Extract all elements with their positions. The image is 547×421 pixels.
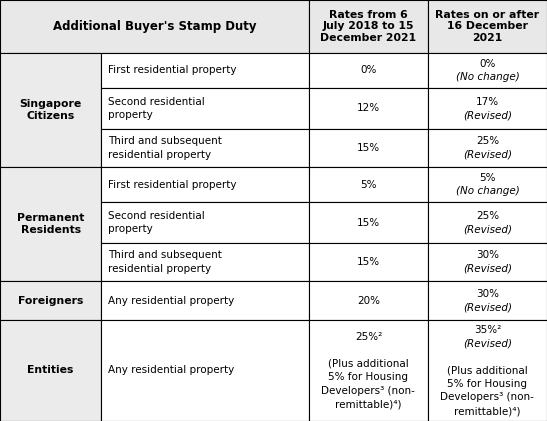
- Bar: [309, 320, 428, 421]
- Text: 15%: 15%: [357, 143, 380, 153]
- Text: Any residential property: Any residential property: [108, 365, 235, 376]
- Text: Third and subsequent: Third and subsequent: [108, 250, 222, 260]
- Text: 20%: 20%: [357, 296, 380, 306]
- Bar: [0, 320, 101, 421]
- Bar: [101, 243, 309, 281]
- Text: 25%²: 25%²: [355, 332, 382, 341]
- Bar: [0, 167, 101, 281]
- Text: 25%: 25%: [476, 211, 499, 221]
- Bar: [101, 167, 309, 203]
- Bar: [101, 281, 309, 320]
- Bar: [101, 128, 309, 167]
- Bar: [428, 0, 547, 53]
- Text: 5%: 5%: [479, 173, 496, 183]
- Bar: [101, 203, 309, 243]
- Text: property: property: [108, 110, 153, 120]
- Text: residential property: residential property: [108, 264, 212, 274]
- Text: remittable)⁴): remittable)⁴): [335, 399, 401, 409]
- Text: Additional Buyer's Stamp Duty: Additional Buyer's Stamp Duty: [53, 20, 257, 33]
- Text: 17%: 17%: [476, 96, 499, 107]
- Text: First residential property: First residential property: [108, 65, 237, 75]
- Text: 35%²: 35%²: [474, 325, 501, 335]
- Bar: [309, 167, 428, 203]
- Text: 12%: 12%: [357, 103, 380, 113]
- Bar: [101, 320, 309, 421]
- Text: 15%: 15%: [357, 218, 380, 228]
- Text: Singapore
Citizens: Singapore Citizens: [20, 99, 82, 120]
- Text: (No change): (No change): [456, 72, 519, 82]
- Text: Rates on or after
16 December
2021: Rates on or after 16 December 2021: [435, 10, 539, 43]
- Bar: [309, 53, 428, 88]
- Text: Second residential: Second residential: [108, 211, 205, 221]
- Bar: [309, 88, 428, 128]
- Text: (Revised): (Revised): [463, 224, 512, 234]
- Text: Entities: Entities: [27, 365, 74, 376]
- Text: residential property: residential property: [108, 149, 212, 160]
- Bar: [428, 53, 547, 88]
- Text: Developers³ (non-: Developers³ (non-: [322, 386, 415, 396]
- Bar: [309, 243, 428, 281]
- Text: (No change): (No change): [456, 187, 519, 197]
- Bar: [0, 281, 101, 320]
- Bar: [0, 53, 101, 167]
- Text: 5% for Housing: 5% for Housing: [447, 379, 527, 389]
- Text: (Revised): (Revised): [463, 149, 512, 160]
- Bar: [428, 320, 547, 421]
- Text: 0%: 0%: [479, 59, 496, 69]
- Bar: [428, 203, 547, 243]
- Text: Foreigners: Foreigners: [18, 296, 83, 306]
- Text: Rates from 6
July 2018 to 15
December 2021: Rates from 6 July 2018 to 15 December 20…: [321, 10, 416, 43]
- Bar: [101, 53, 309, 88]
- Bar: [428, 281, 547, 320]
- Text: Third and subsequent: Third and subsequent: [108, 136, 222, 146]
- Bar: [309, 0, 428, 53]
- Text: Any residential property: Any residential property: [108, 296, 235, 306]
- Text: (Revised): (Revised): [463, 264, 512, 274]
- Text: (Revised): (Revised): [463, 110, 512, 120]
- Bar: [428, 243, 547, 281]
- Text: Developers³ (non-: Developers³ (non-: [440, 392, 534, 402]
- Bar: [309, 203, 428, 243]
- Text: remittable)⁴): remittable)⁴): [454, 406, 521, 416]
- Text: (Plus additional: (Plus additional: [328, 359, 409, 369]
- Text: (Revised): (Revised): [463, 338, 512, 348]
- Text: 30%: 30%: [476, 289, 499, 299]
- Bar: [428, 167, 547, 203]
- Text: First residential property: First residential property: [108, 180, 237, 190]
- Text: 5%: 5%: [360, 180, 377, 190]
- Text: 25%: 25%: [476, 136, 499, 146]
- Text: 5% for Housing: 5% for Housing: [328, 372, 409, 382]
- Text: 30%: 30%: [476, 250, 499, 260]
- Bar: [428, 88, 547, 128]
- Text: 0%: 0%: [360, 65, 376, 75]
- Text: (Plus additional: (Plus additional: [447, 365, 528, 376]
- Bar: [0, 0, 309, 53]
- Text: 15%: 15%: [357, 257, 380, 267]
- Bar: [309, 128, 428, 167]
- Bar: [101, 88, 309, 128]
- Text: property: property: [108, 224, 153, 234]
- Text: Second residential: Second residential: [108, 96, 205, 107]
- Bar: [309, 281, 428, 320]
- Text: (Revised): (Revised): [463, 302, 512, 312]
- Text: Permanent
Residents: Permanent Residents: [17, 213, 84, 235]
- Bar: [428, 128, 547, 167]
